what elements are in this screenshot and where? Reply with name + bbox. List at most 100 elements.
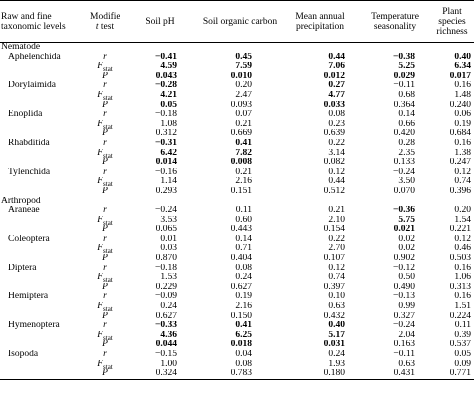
value-cell: 1.48 bbox=[454, 90, 471, 100]
stat-label: r bbox=[90, 264, 120, 274]
value-cell: 0.44 bbox=[328, 52, 345, 62]
value-cell: 0.018 bbox=[230, 340, 252, 350]
stat-row: Araneae r −0.24 0.11 0.21 −0.36 0.20 bbox=[0, 206, 474, 216]
value-cell: 0.41 bbox=[235, 138, 252, 148]
stat-symbol: F bbox=[97, 177, 104, 187]
value-cell: 0.68 bbox=[398, 90, 415, 100]
value-cell: 0.74 bbox=[328, 273, 345, 283]
stat-label: P bbox=[90, 101, 120, 111]
value-cell: 4.59 bbox=[160, 62, 177, 72]
stat-label: Fstat bbox=[90, 273, 120, 283]
value-cell: −0.33 bbox=[154, 321, 177, 331]
value-cell: 0.05 bbox=[160, 100, 177, 110]
column-header: Modified t test bbox=[90, 0, 120, 43]
column-header: Soil pH bbox=[120, 0, 200, 43]
value-cell: 1.54 bbox=[454, 215, 471, 225]
value-cell: 0.154 bbox=[323, 225, 345, 235]
taxon-name: Aphelenchida bbox=[8, 52, 61, 62]
value-cell: −0.18 bbox=[155, 263, 177, 273]
value-cell: 2.16 bbox=[235, 302, 252, 312]
taxon-name: Araneae bbox=[8, 206, 40, 216]
stat-symbol: F bbox=[97, 359, 104, 369]
column-header: Mean annual precipitation bbox=[280, 0, 360, 43]
value-cell: 0.21 bbox=[235, 119, 252, 129]
stat-label: Fstat bbox=[90, 120, 120, 130]
stat-row: Isopoda r −0.15 0.04 0.24 −0.11 0.05 bbox=[0, 350, 474, 360]
stat-symbol: r bbox=[103, 81, 107, 91]
value-cell: 0.08 bbox=[328, 110, 345, 120]
stat-label: r bbox=[90, 53, 120, 63]
empty-cell bbox=[0, 273, 90, 283]
value-cell: 0.420 bbox=[393, 129, 415, 139]
stat-row: Fstat 1.53 0.24 0.74 0.50 1.06 bbox=[0, 273, 474, 283]
value-cell: 0.044 bbox=[155, 340, 177, 350]
table-body: Nematode Aphelenchida r −0.41 0.45 0.44 −0.38 0… bbox=[0, 43, 474, 380]
stat-label: P bbox=[90, 187, 120, 197]
stat-subscript: stat bbox=[103, 362, 113, 370]
value-cell: 3.50 bbox=[398, 177, 415, 187]
value-cell: 0.40 bbox=[328, 321, 345, 331]
stat-symbol: F bbox=[97, 302, 104, 312]
value-cell: 6.25 bbox=[235, 330, 252, 340]
stat-symbol: P bbox=[102, 311, 108, 321]
header-text: Modified bbox=[90, 11, 120, 22]
value-cell: 5.17 bbox=[328, 330, 345, 340]
value-cell: 0.24 bbox=[328, 350, 345, 359]
stat-subscript: stat bbox=[103, 180, 113, 187]
value-cell: 0.19 bbox=[454, 119, 471, 129]
value-cell: 2.35 bbox=[398, 148, 415, 158]
value-cell: 0.012 bbox=[323, 71, 345, 81]
stat-label: P bbox=[90, 369, 120, 379]
value-cell: 2.10 bbox=[328, 215, 345, 225]
value-cell: 0.783 bbox=[230, 369, 252, 379]
stat-row: Fstat 1.08 0.21 0.23 0.66 0.19 bbox=[0, 120, 474, 130]
value-cell: 0.12 bbox=[328, 263, 345, 273]
stat-symbol: F bbox=[97, 148, 104, 158]
value-cell: 0.771 bbox=[449, 369, 471, 379]
stat-symbol: r bbox=[103, 110, 107, 120]
taxon-name: Rhabditida bbox=[8, 138, 50, 148]
stat-row: P 0.627 0.150 0.432 0.327 0.224 bbox=[0, 312, 474, 322]
value-cell: −0.12 bbox=[393, 263, 415, 273]
value-cell: 0.669 bbox=[230, 129, 252, 139]
value-cell: 4.21 bbox=[160, 90, 177, 100]
value-cell: 0.150 bbox=[230, 311, 252, 321]
value-cell: 0.16 bbox=[454, 138, 471, 148]
value-cell: 0.16 bbox=[454, 81, 471, 91]
stat-symbol: P bbox=[102, 186, 108, 196]
value-cell: 1.38 bbox=[454, 148, 471, 158]
value-cell: 0.12 bbox=[454, 234, 471, 244]
value-cell: −0.31 bbox=[154, 138, 177, 148]
value-cell: −0.24 bbox=[393, 167, 415, 177]
value-cell: 0.23 bbox=[328, 119, 345, 129]
value-cell: 0.014 bbox=[155, 158, 177, 168]
stat-symbol: r bbox=[103, 350, 107, 359]
value-cell: 0.224 bbox=[449, 311, 471, 321]
value-cell: 0.021 bbox=[393, 225, 415, 235]
value-cell: −0.11 bbox=[393, 350, 415, 359]
empty-cell bbox=[0, 91, 90, 101]
empty-cell bbox=[0, 216, 90, 226]
value-cell: 0.74 bbox=[454, 177, 471, 187]
value-cell: 0.627 bbox=[230, 282, 252, 292]
empty-cell bbox=[0, 72, 90, 82]
value-cell: 0.324 bbox=[155, 369, 177, 379]
value-cell: 0.151 bbox=[230, 186, 252, 196]
value-cell: 0.293 bbox=[155, 186, 177, 196]
stat-row: Diptera r −0.18 0.08 0.12 −0.12 0.16 bbox=[0, 264, 474, 274]
value-cell: 0.008 bbox=[230, 158, 252, 168]
stat-symbol: r bbox=[103, 167, 107, 177]
stat-symbol: P bbox=[102, 129, 108, 139]
value-cell: 4.36 bbox=[160, 330, 177, 340]
stat-symbol: r bbox=[103, 138, 107, 148]
value-cell: 0.05 bbox=[454, 350, 471, 359]
value-cell: 0.017 bbox=[449, 71, 471, 81]
value-cell: 5.25 bbox=[398, 62, 415, 72]
value-cell: 0.22 bbox=[328, 138, 345, 148]
stat-symbol: P bbox=[102, 100, 108, 110]
value-cell: 7.06 bbox=[328, 62, 345, 72]
value-cell: 0.66 bbox=[398, 119, 415, 129]
value-cell: −0.15 bbox=[155, 350, 177, 359]
stat-symbol: F bbox=[97, 119, 104, 129]
value-cell: 0.04 bbox=[235, 350, 252, 359]
